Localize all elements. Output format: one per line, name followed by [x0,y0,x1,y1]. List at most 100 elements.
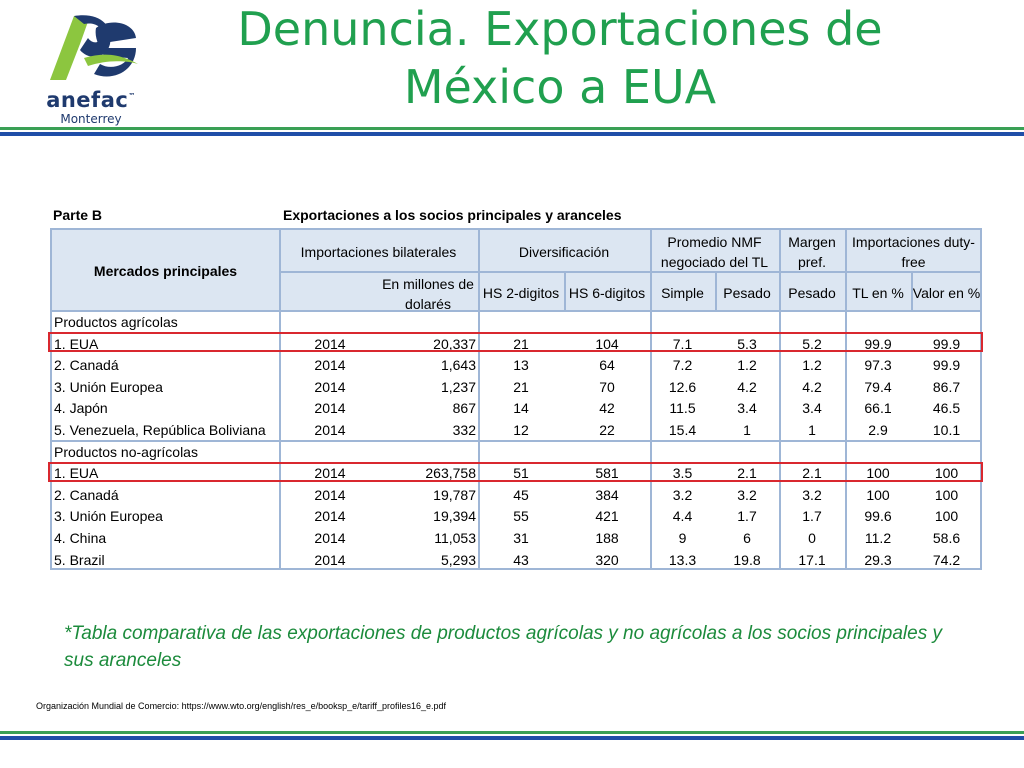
logo-wordmark: anefac [46,88,129,112]
cell-tl: 99.9 [864,335,892,352]
col-divider [911,272,913,311]
cell-year: 2014 [314,335,346,352]
header-nmf-line-2: negociado del TL [660,254,769,270]
cell-hs6: 320 [595,551,619,568]
cell-hs2: 45 [513,486,529,503]
cell-valor: 99.9 [932,357,961,374]
cell-margin: 1.2 [802,357,822,374]
cell-pesado: 2.1 [737,465,757,482]
section-label: Productos agrícolas [54,314,178,330]
header-margin-pesado: Pesado [788,285,836,301]
cell-margin: 3.4 [802,400,822,417]
cell-margin: 2.1 [802,465,822,482]
source-citation: Organización Mundial de Comercio: https:… [36,701,447,711]
cell-margin: 1 [808,422,816,438]
cell-hs2: 51 [513,465,529,482]
table-footnote: *Tabla comparativa de las exportaciones … [64,623,942,671]
header-margin-line-1: Margen [788,234,836,250]
cell-pesado: 1.7 [737,508,757,525]
cell-year: 2014 [314,551,346,568]
cell-market: 1. EUA [54,465,99,482]
cell-market: 5. Venezuela, República Boliviana [54,422,266,438]
cell-pesado: 3.2 [737,486,757,503]
cell-year: 2014 [314,530,346,546]
cell-hs6: 22 [599,422,615,438]
section-label: Productos no-agrícolas [54,443,198,460]
cell-market: 3. Unión Europea [54,378,163,395]
table-header-background [52,230,980,311]
cell-market: 2. Canadá [54,486,119,503]
cell-simple: 9 [678,530,687,546]
col-divider [478,230,480,568]
cell-value: 867 [452,400,476,417]
header-tl-pct: TL en % [852,285,904,301]
cell-hs6: 188 [595,530,619,546]
cell-hs6: 64 [599,357,615,374]
slide-title: Denuncia. Exportaciones de México a EUA [175,0,945,116]
col-divider [779,230,781,568]
cell-hs6: 581 [595,465,619,482]
cell-margin: 0 [808,530,816,546]
top-divider [0,127,1024,136]
exports-table: Mercados principales Importaciones bilat… [50,228,982,570]
cell-tl: 29.3 [864,551,892,568]
cell-margin: 5.2 [802,335,822,352]
cell-hs2: 43 [513,551,529,568]
cell-year: 2014 [314,422,346,438]
cell-year: 2014 [314,378,346,395]
row-divider [52,440,980,442]
cell-simple: 12.6 [668,378,697,395]
cell-simple: 11.5 [669,400,696,417]
cell-valor: 58.6 [932,530,961,546]
header-hs2: HS 2-digitos [482,285,560,301]
cell-valor: 74.2 [932,551,961,568]
cell-value: 19,394 [433,508,476,525]
cell-tl: 97.3 [864,357,892,374]
row-divider [52,310,980,312]
highlight-eua-agricultural [48,332,983,352]
header-simple: Simple [661,285,704,301]
header-hs6: HS 6-digitos [568,285,646,301]
cell-simple: 15.4 [668,422,697,438]
cell-value: 1,643 [440,357,476,374]
cell-margin: 1.7 [802,508,822,525]
cell-hs2: 21 [513,378,529,395]
col-divider [650,230,652,568]
cell-tl: 100 [866,486,890,503]
anefac-ae-mark-icon [50,15,138,80]
cell-value: 20,337 [433,335,476,352]
cell-valor: 46.5 [932,400,961,417]
header-dutyfree: Importaciones duty- free [845,232,982,272]
header-markets: Mercados principales [93,263,238,279]
cell-pesado: 1.2 [737,357,757,374]
cell-value: 332 [452,422,476,438]
header-diversification: Diversificación [518,244,610,260]
slide-title-line-1: Denuncia. Exportaciones de [237,2,883,56]
cell-valor: 99.9 [932,335,961,352]
cell-year: 2014 [314,400,346,417]
cell-value: 11,053 [434,530,476,546]
header-nmf: Promedio NMF negociado del TL [650,232,779,272]
cell-margin: 4.2 [802,378,822,395]
col-divider [715,272,717,311]
col-divider [564,272,566,311]
cell-value: 263,758 [425,465,476,482]
logo-city: Monterrey [60,112,122,126]
header-margin: Margen pref. [779,232,845,272]
cell-simple: 4.4 [672,508,693,525]
cell-hs6: 42 [599,400,615,417]
cell-year: 2014 [314,357,346,374]
cell-valor: 100 [934,508,959,525]
cell-year: 2014 [314,465,346,482]
cell-tl: 2.9 [868,422,888,438]
col-divider [845,230,847,568]
cell-pesado: 3.4 [737,400,757,417]
cell-hs2: 55 [513,508,529,525]
cell-hs2: 31 [513,530,529,546]
cell-hs6: 421 [595,508,619,525]
cell-market: 4. Japón [54,400,108,417]
cell-tl: 100 [866,465,890,482]
highlight-eua-non-agricultural [48,462,983,482]
cell-pesado: 6 [743,530,751,546]
table-part-label: Parte B [53,207,103,223]
